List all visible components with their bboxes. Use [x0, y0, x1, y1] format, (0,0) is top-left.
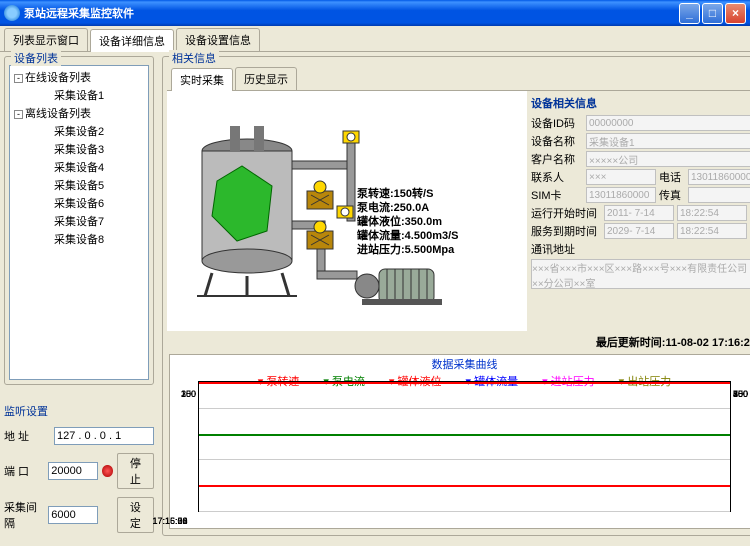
tree-item[interactable]: 采集设备5 — [12, 176, 146, 194]
tree-item[interactable]: 采集设备3 — [12, 140, 146, 158]
interval-input[interactable] — [48, 506, 98, 524]
device-tree[interactable]: -在线设备列表 采集设备1 -离线设备列表 采集设备2 采集设备3 采集设备4 … — [9, 65, 149, 380]
related-info-title: 相关信息 — [169, 50, 219, 66]
tab-device-detail[interactable]: 设备详细信息 — [90, 29, 174, 52]
address-textarea[interactable]: ×××省×××市×××区×××路×××号×××有限责任公司××分公司××室 — [531, 259, 750, 289]
titlebar: 泵站远程采集监控软件 _ □ × — [0, 0, 750, 26]
tree-item[interactable]: 采集设备8 — [12, 230, 146, 248]
last-update: 最后更新时间:11-08-02 17:16:26 — [167, 331, 750, 352]
window-title: 泵站远程采集监控软件 — [24, 5, 677, 21]
measurements: 泵转速:150转/S 泵电流:250.0A 罐体液位:350.0m 罐体流量:4… — [357, 187, 459, 257]
tree-item[interactable]: 采集设备1 — [12, 86, 146, 104]
stop-button[interactable]: 停止 — [117, 453, 154, 489]
port-label: 端 口 — [4, 463, 44, 479]
interval-label: 采集间隔 — [4, 499, 44, 531]
fax-input[interactable] — [688, 187, 750, 203]
pump-svg — [167, 91, 527, 331]
main-tabs: 列表显示窗口 设备详细信息 设备设置信息 — [0, 26, 750, 52]
listen-settings-title: 监听设置 — [4, 403, 154, 419]
set-button[interactable]: 设定 — [117, 497, 154, 533]
minimize-button[interactable]: _ — [679, 3, 700, 24]
chart-body — [198, 381, 731, 512]
phone-input[interactable] — [688, 169, 750, 185]
subtab-history[interactable]: 历史显示 — [235, 67, 297, 90]
devname-input[interactable] — [586, 133, 750, 149]
runstart-time[interactable] — [677, 205, 747, 221]
pump-diagram: 泵转速:150转/S 泵电流:250.0A 罐体液位:350.0m 罐体流量:4… — [167, 91, 527, 331]
tab-list-view[interactable]: 列表显示窗口 — [4, 28, 88, 51]
tree-collapse-icon[interactable]: - — [14, 74, 23, 83]
app-icon — [4, 5, 20, 21]
addr-input[interactable] — [54, 427, 154, 445]
tree-collapse-icon[interactable]: - — [14, 110, 23, 119]
contact-input[interactable] — [586, 169, 656, 185]
tree-item[interactable]: 采集设备2 — [12, 122, 146, 140]
info-title: 设备相关信息 — [531, 95, 750, 111]
chart-title: 数据采集曲线 — [170, 355, 750, 373]
svcend-date[interactable] — [604, 223, 674, 239]
main-panel: 相关信息 实时采集 历史显示 — [158, 52, 750, 546]
device-list-title: 设备列表 — [11, 50, 61, 66]
port-input[interactable] — [48, 462, 98, 480]
subtab-realtime[interactable]: 实时采集 — [171, 68, 233, 91]
device-info-panel: 设备相关信息 设备ID码 设备名称 客户名称 联系人电话 SIM卡传真 运行开始… — [527, 91, 750, 331]
maximize-button[interactable]: □ — [702, 3, 723, 24]
customer-input[interactable] — [586, 151, 750, 167]
close-button[interactable]: × — [725, 3, 746, 24]
tab-device-settings[interactable]: 设备设置信息 — [176, 28, 260, 51]
sub-tabs: 实时采集 历史显示 — [167, 65, 750, 91]
chart: 数据采集曲线 ▾ 泵转速▾ 泵电流▾ 罐体液位▾ 罐体流量▾ 进站压力▾ 出站压… — [169, 354, 750, 529]
tree-item[interactable]: 采集设备6 — [12, 194, 146, 212]
sim-input[interactable] — [586, 187, 656, 203]
tree-item[interactable]: 采集设备7 — [12, 212, 146, 230]
status-dot-icon — [102, 465, 113, 477]
left-panel: 设备列表 -在线设备列表 采集设备1 -离线设备列表 采集设备2 采集设备3 采… — [0, 52, 158, 546]
devid-input[interactable] — [586, 115, 750, 131]
svcend-time[interactable] — [677, 223, 747, 239]
addr-label: 地 址 — [4, 428, 50, 444]
runstart-date[interactable] — [604, 205, 674, 221]
tree-item[interactable]: 采集设备4 — [12, 158, 146, 176]
